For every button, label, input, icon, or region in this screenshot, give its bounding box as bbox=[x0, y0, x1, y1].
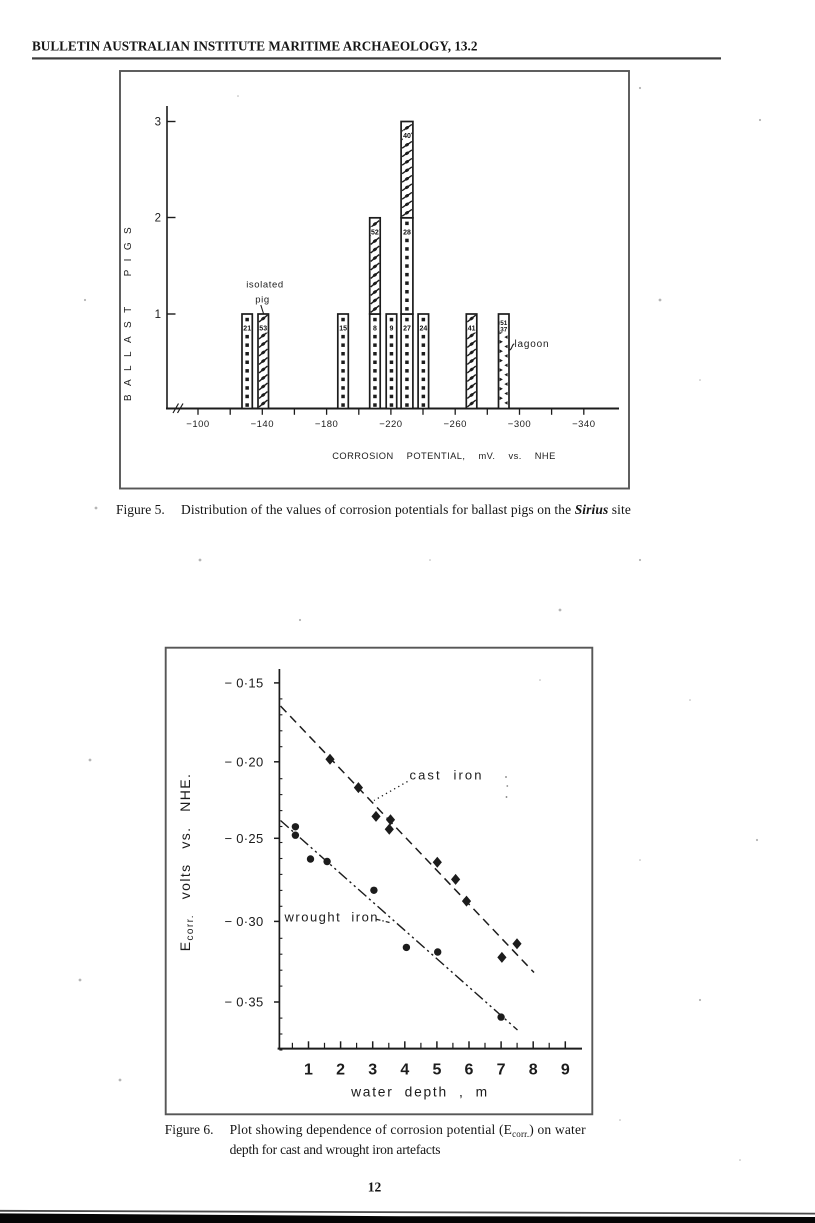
svg-text:4: 4 bbox=[400, 1062, 409, 1079]
svg-text:depth for cast and wrought iro: depth for cast and wrought iron artefact… bbox=[230, 1142, 441, 1157]
svg-text:9: 9 bbox=[389, 326, 393, 333]
svg-text:−340: −340 bbox=[572, 419, 595, 430]
svg-text:24: 24 bbox=[420, 326, 428, 333]
svg-text:28: 28 bbox=[403, 229, 411, 236]
svg-text:pig: pig bbox=[255, 295, 269, 306]
svg-text:40: 40 bbox=[403, 133, 411, 140]
svg-text:27: 27 bbox=[403, 326, 411, 333]
svg-text:Distribution of the values of: Distribution of the values of corrosion … bbox=[181, 502, 631, 517]
svg-text:53: 53 bbox=[259, 326, 267, 333]
svg-text:− 0·30: − 0·30 bbox=[224, 914, 263, 929]
svg-text:15: 15 bbox=[339, 326, 347, 333]
svg-text:−180: −180 bbox=[315, 419, 338, 430]
svg-text:−140: −140 bbox=[251, 419, 274, 430]
svg-text:51: 51 bbox=[500, 320, 508, 327]
svg-text:lagoon: lagoon bbox=[515, 339, 550, 350]
svg-text:− 0·35: − 0·35 bbox=[224, 995, 263, 1010]
svg-text:21: 21 bbox=[243, 326, 251, 333]
svg-text:8: 8 bbox=[529, 1062, 538, 1079]
svg-text:Ecorr. volts vs. NHE.: Ecorr. volts vs. NHE. bbox=[177, 773, 196, 952]
svg-text:Plot showing dependence of cor: Plot showing dependence of corrosion pot… bbox=[230, 1122, 587, 1139]
svg-text:Figure 5.: Figure 5. bbox=[116, 502, 165, 517]
svg-text:−260: −260 bbox=[443, 419, 466, 430]
svg-text:9: 9 bbox=[561, 1062, 570, 1079]
svg-text:37: 37 bbox=[500, 327, 508, 334]
svg-text:CORROSION POTENTIAL, mV. vs. N: CORROSION POTENTIAL, mV. vs. NHE bbox=[332, 451, 556, 461]
svg-text:− 0·25: − 0·25 bbox=[224, 831, 263, 846]
svg-text:52: 52 bbox=[371, 229, 379, 236]
svg-text:cast iron: cast iron bbox=[410, 767, 484, 782]
svg-text:−300: −300 bbox=[508, 419, 531, 430]
svg-text:1: 1 bbox=[155, 309, 161, 321]
svg-text:BULLETIN AUSTRALIAN INSTITUTE: BULLETIN AUSTRALIAN INSTITUTE MARITIME A… bbox=[32, 39, 478, 54]
svg-text:− 0·15: − 0·15 bbox=[224, 676, 263, 691]
svg-text:− 0·20: − 0·20 bbox=[224, 754, 263, 769]
svg-text:3: 3 bbox=[368, 1062, 377, 1079]
svg-text:−100: −100 bbox=[186, 419, 209, 430]
svg-text:12: 12 bbox=[368, 1180, 382, 1195]
svg-text:2: 2 bbox=[336, 1062, 345, 1079]
svg-text:Figure 6.: Figure 6. bbox=[165, 1122, 214, 1137]
svg-text:isolated: isolated bbox=[246, 280, 284, 291]
svg-text:water depth , m: water depth , m bbox=[350, 1084, 489, 1099]
svg-text:7: 7 bbox=[497, 1062, 506, 1079]
svg-text:3: 3 bbox=[155, 117, 161, 129]
svg-text:8: 8 bbox=[373, 326, 377, 333]
svg-text:−220: −220 bbox=[379, 419, 402, 430]
svg-text:5: 5 bbox=[432, 1062, 441, 1079]
svg-text:6: 6 bbox=[465, 1062, 474, 1079]
svg-text:BALLAST PIGS: BALLAST PIGS bbox=[123, 219, 134, 401]
svg-text:1: 1 bbox=[304, 1062, 313, 1079]
svg-text:wrought iron: wrought iron bbox=[284, 909, 380, 924]
svg-text:41: 41 bbox=[468, 326, 476, 333]
svg-text:2: 2 bbox=[155, 213, 161, 225]
